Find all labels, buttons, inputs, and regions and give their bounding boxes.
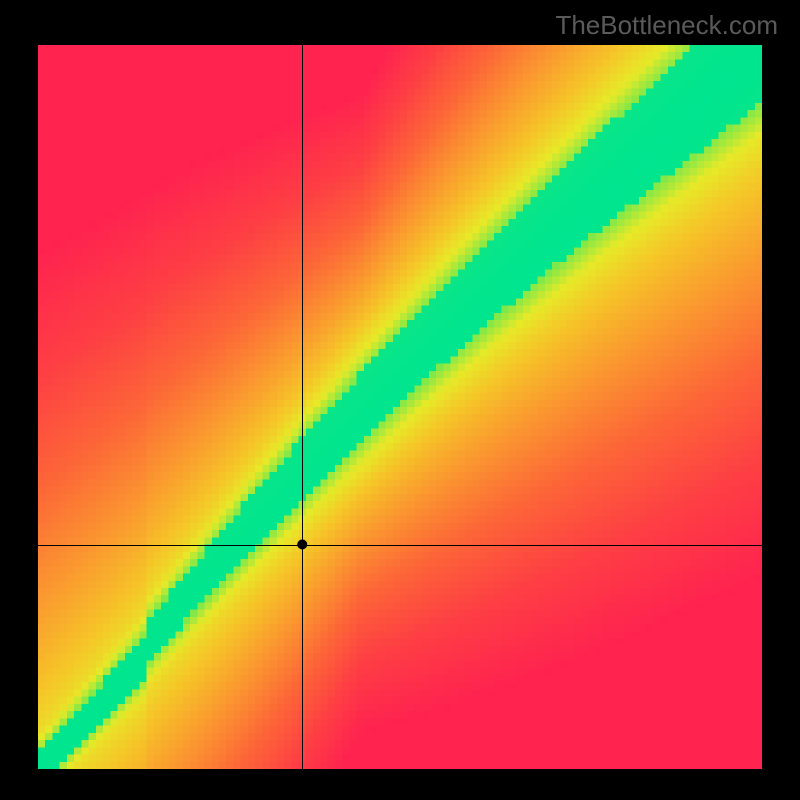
crosshair-overlay bbox=[38, 45, 762, 769]
watermark-text: TheBottleneck.com bbox=[555, 10, 778, 41]
page-root: TheBottleneck.com bbox=[0, 0, 800, 800]
